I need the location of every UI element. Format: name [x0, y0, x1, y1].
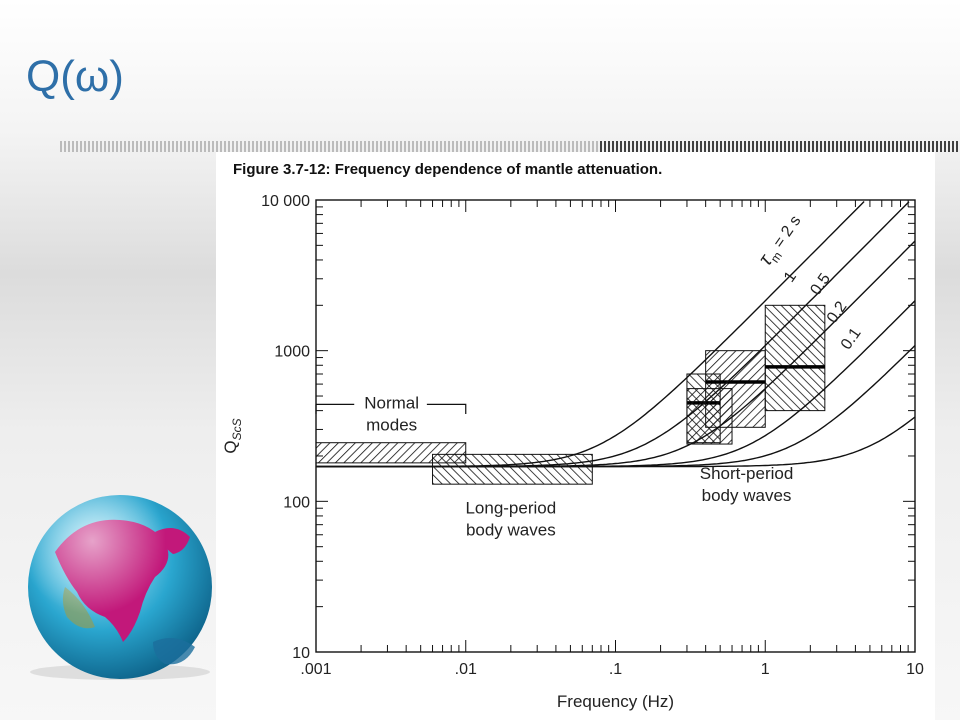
globe-image: [28, 495, 212, 680]
y-tick-label: 10 000: [261, 193, 310, 210]
x-tick-label: .1: [609, 661, 622, 678]
figure-panel: [216, 152, 935, 720]
x-tick-label: 10: [906, 661, 924, 678]
series-label: 0.5: [807, 270, 834, 298]
x-axis-label: Frequency (Hz): [557, 692, 674, 711]
series-label: 0.2: [824, 298, 851, 326]
x-tick-label: .01: [455, 661, 477, 678]
y-tick-label: 1000: [274, 344, 310, 361]
series-label: 0.1: [838, 325, 865, 353]
dotted-divider-dark: [600, 141, 960, 152]
x-tick-label: .001: [300, 661, 331, 678]
slide-title: Q(ω): [26, 52, 124, 101]
short-period-label: body waves: [702, 486, 792, 505]
series-label: τm = 2 s: [754, 210, 807, 271]
series-line: [316, 416, 916, 468]
y-tick-label: 100: [283, 494, 310, 511]
dotted-divider: [60, 141, 960, 152]
y-tick-label: 10: [292, 645, 310, 662]
x-tick-label: 1: [761, 661, 770, 678]
y-axis-label: QScS: [221, 418, 244, 453]
normal-modes-label: Normal: [364, 394, 419, 413]
normal-modes-bracket: [426, 403, 467, 414]
normal-modes-label: modes: [366, 416, 417, 435]
range-box: [764, 304, 826, 412]
figure-caption: Figure 3.7-12: Frequency dependence of m…: [233, 161, 663, 178]
range-box: [432, 453, 593, 485]
range-box: [315, 442, 467, 464]
long-period-label: Long-period: [465, 498, 556, 517]
long-period-label: body waves: [466, 520, 556, 539]
range-box: [705, 350, 766, 428]
short-period-label: Short-period: [700, 464, 794, 483]
